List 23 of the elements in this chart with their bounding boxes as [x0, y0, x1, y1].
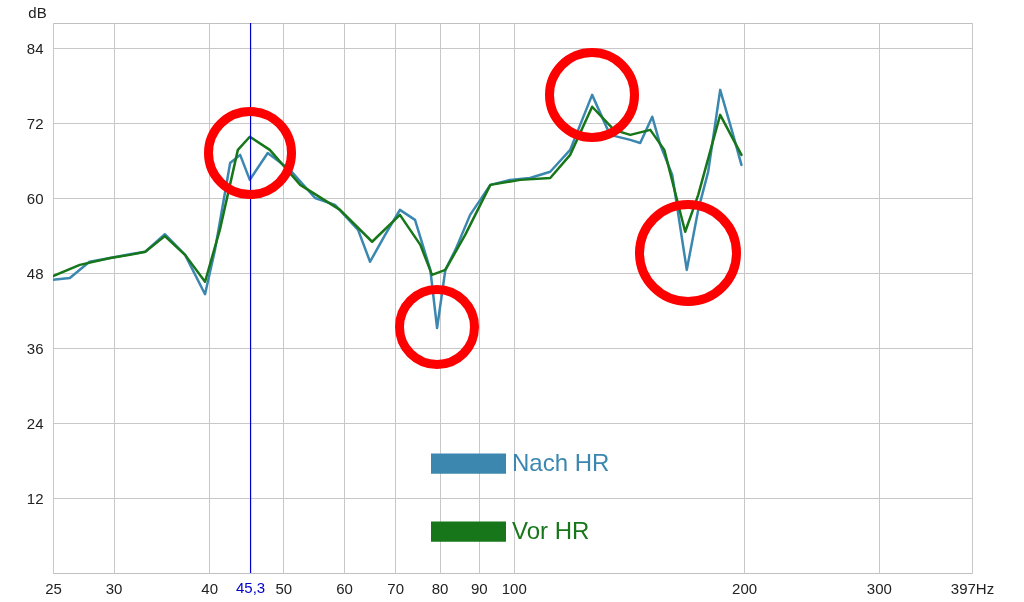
y-tick-label: 12	[26, 489, 44, 507]
y-tick-label: 60	[26, 189, 44, 207]
y-tick-label: 48	[26, 264, 44, 282]
x-tick-label: 90	[470, 579, 488, 597]
x-tick-label: 397Hz	[950, 579, 995, 597]
x-tick-label: 60	[336, 579, 353, 597]
y-tick-label: 36	[26, 339, 44, 357]
x-tick-label: 40	[201, 579, 219, 597]
y-tick-label: 72	[26, 114, 44, 132]
x-tick-label: 30	[105, 579, 123, 597]
x-tick-label: 50	[275, 579, 293, 597]
y-tick-label: 84	[26, 39, 44, 57]
x-tick-label: 70	[387, 579, 405, 597]
x-tick-label: 300	[866, 579, 892, 597]
y-axis-title: dB	[28, 3, 47, 21]
x-tick-label: 80	[431, 579, 449, 597]
x-tick-label: 25	[45, 579, 62, 597]
y-tick-label: 24	[26, 414, 44, 432]
legend-label: Nach HR	[512, 448, 610, 476]
x-tick-label: 200	[732, 579, 758, 597]
x-tick-label: 100	[501, 579, 527, 597]
ref-line-label: 45,3	[235, 579, 266, 596]
legend-label: Vor HR	[512, 516, 590, 544]
